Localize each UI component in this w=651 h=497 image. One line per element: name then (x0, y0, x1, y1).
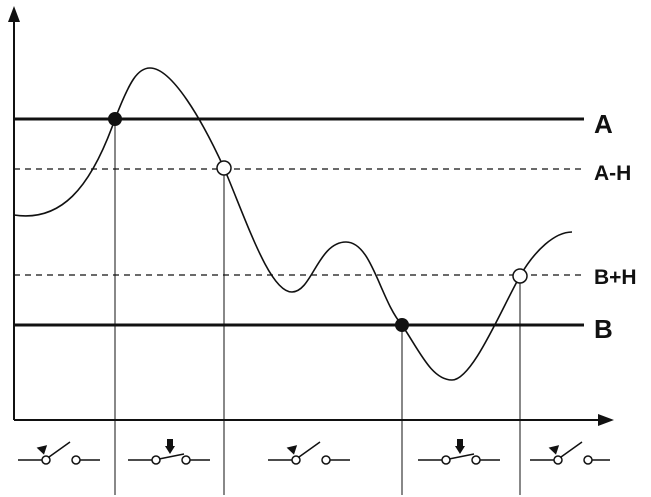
level-label-a-minus-h: A-H (594, 162, 631, 185)
signal-curve (13, 67, 573, 381)
y-axis-arrow (8, 6, 20, 22)
x-axis-arrow (598, 414, 614, 426)
switch-closed-icon (418, 439, 500, 465)
level-label-b-plus-h: B+H (594, 266, 637, 289)
switch-open-icon (18, 441, 100, 465)
crossing-point-b (395, 318, 409, 332)
level-label-a: A (594, 109, 613, 139)
crossing-point-b-plus-h (512, 268, 528, 284)
crossing-point-a-minus-h (216, 160, 232, 176)
level-label-b: B (594, 314, 613, 344)
switch-closed-icon (128, 439, 210, 465)
crossing-point-a (108, 112, 122, 126)
switch-open-icon (530, 441, 610, 465)
switch-open-icon (268, 441, 350, 465)
